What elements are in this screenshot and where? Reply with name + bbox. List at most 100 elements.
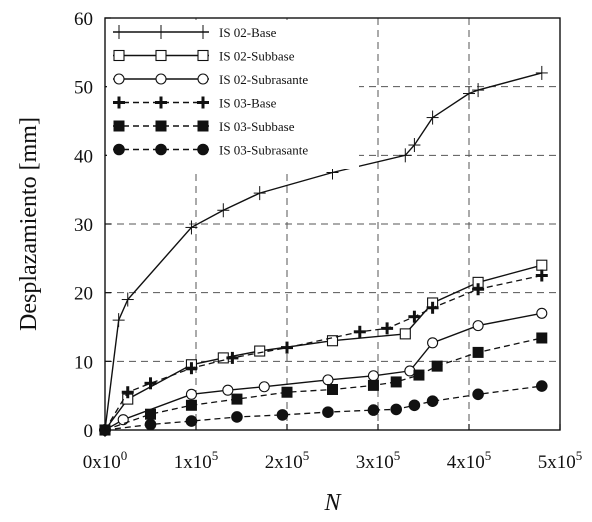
- data-point: [117, 414, 129, 426]
- legend-marker: [197, 96, 209, 109]
- legend-label: IS 03-Subbase: [219, 119, 295, 134]
- legend-marker: [155, 120, 167, 132]
- data-point: [399, 148, 412, 163]
- data-point: [112, 313, 125, 328]
- data-point: [472, 83, 485, 98]
- y-tick-label: 30: [74, 215, 93, 236]
- legend-marker: [155, 25, 167, 39]
- series-lines: [99, 65, 548, 437]
- data-point: [431, 360, 443, 372]
- data-point: [390, 376, 402, 388]
- data-point: [185, 362, 198, 375]
- data-point: [322, 374, 334, 386]
- y-tick-label: 10: [74, 352, 93, 373]
- data-point: [121, 292, 134, 307]
- data-point: [258, 381, 270, 393]
- x-tick-label: 3x105: [356, 448, 401, 473]
- data-point: [426, 110, 439, 125]
- x-tick-label: 0x100: [83, 448, 128, 473]
- data-point: [253, 186, 266, 201]
- data-point: [322, 406, 334, 418]
- data-point: [536, 259, 548, 271]
- data-point: [222, 384, 234, 396]
- data-point: [472, 320, 484, 332]
- legend-marker: [155, 143, 167, 156]
- data-point: [408, 310, 421, 323]
- y-tick-label: 60: [74, 9, 93, 30]
- legend-marker: [113, 49, 125, 62]
- data-point: [535, 65, 548, 80]
- data-point: [404, 365, 416, 377]
- data-point: [231, 411, 243, 423]
- x-axis-ticks: 0x100 1x105 2x105 3x105 4x105 5x105: [83, 424, 583, 473]
- data-point: [185, 399, 197, 411]
- data-point: [390, 403, 403, 416]
- data-point: [185, 415, 198, 427]
- legend-marker: [197, 73, 209, 85]
- x-tick-label: 4x105: [447, 448, 492, 473]
- data-point: [185, 388, 197, 400]
- y-tick-label: 50: [74, 78, 93, 99]
- x-tick-label: 1x105: [174, 448, 219, 473]
- data-point: [426, 301, 439, 314]
- data-point: [281, 341, 293, 354]
- data-point: [472, 346, 484, 358]
- data-point: [381, 322, 394, 335]
- data-point: [281, 386, 293, 398]
- legend-marker: [155, 73, 167, 85]
- data-point: [408, 138, 421, 153]
- legend-marker: [155, 96, 167, 109]
- data-point: [427, 337, 439, 349]
- legend: IS 02-Base IS 02-Subbase IS 02-Subrasante I…: [107, 20, 359, 169]
- legend-marker: [113, 25, 125, 39]
- legend-marker: [197, 25, 209, 39]
- data-point: [276, 409, 289, 421]
- series-line: [104, 264, 542, 431]
- series-line: [104, 385, 542, 431]
- data-point: [326, 335, 339, 347]
- legend-label: IS 02-Subbase: [219, 49, 295, 64]
- legend-item: IS 02-Subbase: [113, 49, 295, 64]
- data-point: [536, 307, 548, 319]
- y-tick-label: 0: [84, 421, 94, 442]
- x-tick-label: 5x105: [538, 448, 583, 473]
- data-point: [536, 380, 548, 392]
- data-point: [472, 283, 485, 296]
- legend-item: IS 03-Subbase: [113, 119, 295, 134]
- x-axis-label: N: [323, 490, 342, 516]
- data-point: [353, 325, 366, 338]
- data-point: [144, 418, 157, 431]
- legend-marker: [113, 143, 125, 156]
- data-point: [413, 369, 425, 381]
- data-point: [121, 386, 134, 399]
- legend-label: IS 02-Base: [219, 25, 277, 40]
- data-point: [367, 379, 379, 391]
- series-5: [99, 380, 548, 436]
- x-tick-label: 2x105: [265, 448, 310, 473]
- legend-marker: [155, 49, 167, 62]
- series-2: [99, 307, 548, 436]
- legend-marker: [197, 120, 209, 132]
- legend-label: IS 03-Base: [219, 96, 277, 111]
- data-point: [144, 377, 157, 390]
- legend-item: IS 02-Base: [113, 25, 277, 40]
- data-point: [463, 86, 475, 101]
- legend-marker: [113, 96, 125, 109]
- data-point: [399, 328, 411, 340]
- data-point: [472, 388, 484, 401]
- data-point: [217, 203, 230, 218]
- legend-item: IS 03-Base: [113, 96, 277, 111]
- data-point: [231, 393, 243, 405]
- legend-marker: [197, 143, 209, 156]
- legend-label: IS 03-Subrasante: [219, 143, 308, 158]
- series-4: [99, 332, 548, 436]
- legend-marker: [113, 73, 125, 85]
- data-point: [426, 395, 439, 407]
- y-axis-label: Desplazamiento [mm]: [16, 117, 42, 331]
- legend-marker: [197, 49, 209, 62]
- data-point: [536, 332, 548, 344]
- y-tick-label: 40: [74, 146, 93, 167]
- series-1: [99, 259, 548, 436]
- data-point: [367, 370, 380, 382]
